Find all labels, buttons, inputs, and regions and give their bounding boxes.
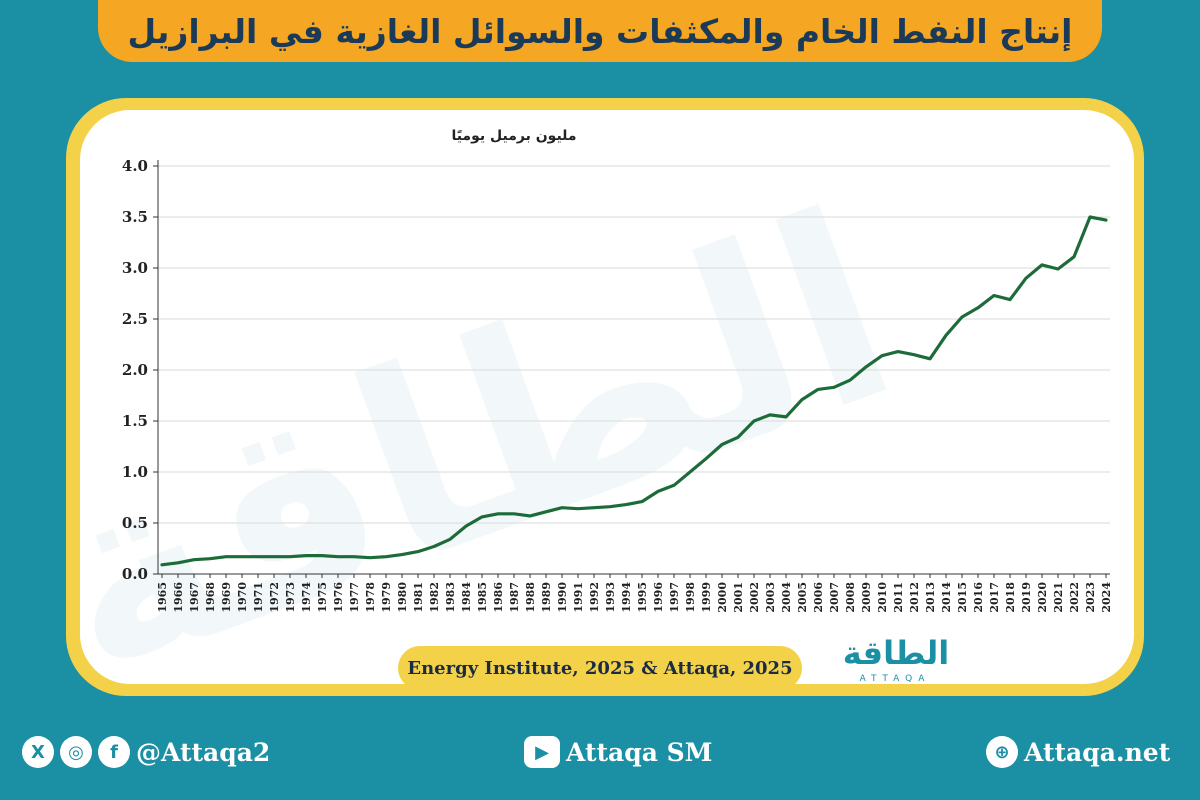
x-tick-label: 1966 [172, 582, 185, 613]
x-tick-label: 2012 [908, 582, 921, 613]
x-tick-label: 1979 [380, 582, 393, 613]
x-tick-label: 1990 [556, 582, 569, 613]
x-tick-label: 2002 [748, 582, 761, 613]
logo-arabic: الطاقة [842, 634, 950, 672]
x-tick-label: 2005 [796, 582, 809, 613]
x-tick-label: 1993 [604, 582, 617, 613]
attaqa-logo: الطاقة ATTAQA [826, 634, 986, 690]
x-tick-label: 2021 [1052, 582, 1065, 613]
social-handle[interactable]: @Attaqa2 [136, 737, 271, 767]
x-tick-label: 1986 [492, 582, 505, 613]
x-tick-label: 1974 [300, 582, 313, 613]
y-axis-label: مليون برميل يوميًا [451, 128, 576, 144]
y-tick-label: 2.0 [122, 361, 148, 379]
chart-card: الطاقة مليون برميل يوميًا 0.0 0.5 1.0 1.5 2.0 2… [80, 110, 1134, 684]
y-tick-label: 3.0 [122, 259, 148, 277]
website-link[interactable]: Attaqa.net [1024, 737, 1171, 767]
x-tick-label: 2013 [924, 582, 937, 613]
x-tick-label: 1982 [428, 582, 441, 613]
x-tick-label: 1995 [636, 582, 649, 613]
x-tick-label: 1970 [236, 582, 249, 613]
x-tick-label: 1988 [524, 582, 537, 613]
facebook-icon[interactable]: f [98, 736, 130, 768]
x-tick-label: 1989 [540, 582, 553, 613]
footer-youtube: ▶ Attaqa SM [524, 732, 712, 772]
x-tick-label: 1980 [396, 582, 409, 613]
x-tick-label: 1972 [268, 582, 281, 613]
x-tick-label: 1967 [188, 582, 201, 613]
x-tick-label: 2024 [1100, 582, 1113, 613]
x-tick-label: 2007 [828, 582, 841, 613]
x-tick-label: 2020 [1036, 582, 1049, 613]
y-tick-label: 1.0 [122, 463, 148, 481]
x-tick-label: 2022 [1068, 582, 1081, 613]
x-tick-label: 2016 [972, 582, 985, 613]
x-tick-label: 2015 [956, 582, 969, 613]
x-tick-label: 1973 [284, 582, 297, 613]
series-line [160, 215, 1108, 567]
x-tick-label: 1977 [348, 582, 361, 613]
x-tick-label: 1996 [652, 582, 665, 613]
x-tick-label: 2000 [716, 582, 729, 613]
source-label: Energy Institute, 2025 & Attaqa, 2025 [398, 646, 802, 690]
x-tick-label: 1975 [316, 582, 329, 613]
x-tick-label: 1991 [572, 582, 585, 613]
x-tick-label: 1983 [444, 582, 457, 613]
x-tick-label: 2010 [876, 582, 889, 613]
y-tick-label: 2.5 [122, 310, 148, 328]
footer-social: X ◎ f @Attaqa2 [22, 732, 270, 772]
x-twitter-icon[interactable]: X [22, 736, 54, 768]
x-tick-label: 1987 [508, 582, 521, 613]
y-tick-label: 0.5 [122, 514, 148, 532]
line-chart: الطاقة مليون برميل يوميًا 0.0 0.5 1.0 1.5 2.0 2… [80, 128, 1113, 684]
globe-icon[interactable]: ⊕ [986, 736, 1018, 768]
x-tick-label: 1994 [620, 582, 633, 613]
x-tick-label: 2006 [812, 582, 825, 613]
x-tick-label: 1976 [332, 582, 345, 613]
title-bar: إنتاج النفط الخام والمكثفات والسوائل الغ… [98, 0, 1102, 62]
y-tick-label: 4.0 [122, 157, 148, 175]
x-tick-label: 2017 [988, 582, 1001, 613]
x-tick-label: 1992 [588, 582, 601, 613]
y-tick-label: 1.5 [122, 412, 148, 430]
logo-english: ATTAQA [859, 674, 931, 684]
x-tick-label: 1971 [252, 582, 265, 613]
x-tick-label: 2018 [1004, 582, 1017, 613]
x-tick-label: 1999 [700, 582, 713, 613]
youtube-icon[interactable]: ▶ [524, 736, 560, 768]
page-title: إنتاج النفط الخام والمكثفات والسوائل الغ… [127, 11, 1073, 51]
x-tick-label: 1981 [412, 582, 425, 613]
x-tick-label: 2014 [940, 582, 953, 613]
x-tick-label: 1968 [204, 582, 217, 613]
x-tick-label: 1984 [460, 582, 473, 613]
x-tick-label: 2023 [1084, 582, 1097, 613]
x-tick-label: 1965 [156, 582, 169, 613]
x-tick-label: 2019 [1020, 582, 1033, 613]
x-tick-label: 2008 [844, 582, 857, 613]
x-tick-label: 1998 [684, 582, 697, 613]
x-tick-label: 1997 [668, 582, 681, 613]
x-tick-label: 1978 [364, 582, 377, 613]
x-tick-label: 1969 [220, 582, 233, 613]
footer-website: ⊕ Attaqa.net [986, 732, 1170, 772]
x-tick-label: 2011 [892, 582, 905, 613]
x-tick-label: 2001 [732, 582, 745, 613]
x-tick-label: 2009 [860, 582, 873, 613]
y-tick-label: 0.0 [122, 565, 148, 583]
x-tick-label: 1985 [476, 582, 489, 613]
y-tick-label: 3.5 [122, 208, 148, 226]
instagram-icon[interactable]: ◎ [60, 736, 92, 768]
x-tick-label: 2004 [780, 582, 793, 613]
x-tick-label: 2003 [764, 582, 777, 613]
youtube-channel[interactable]: Attaqa SM [566, 737, 713, 767]
